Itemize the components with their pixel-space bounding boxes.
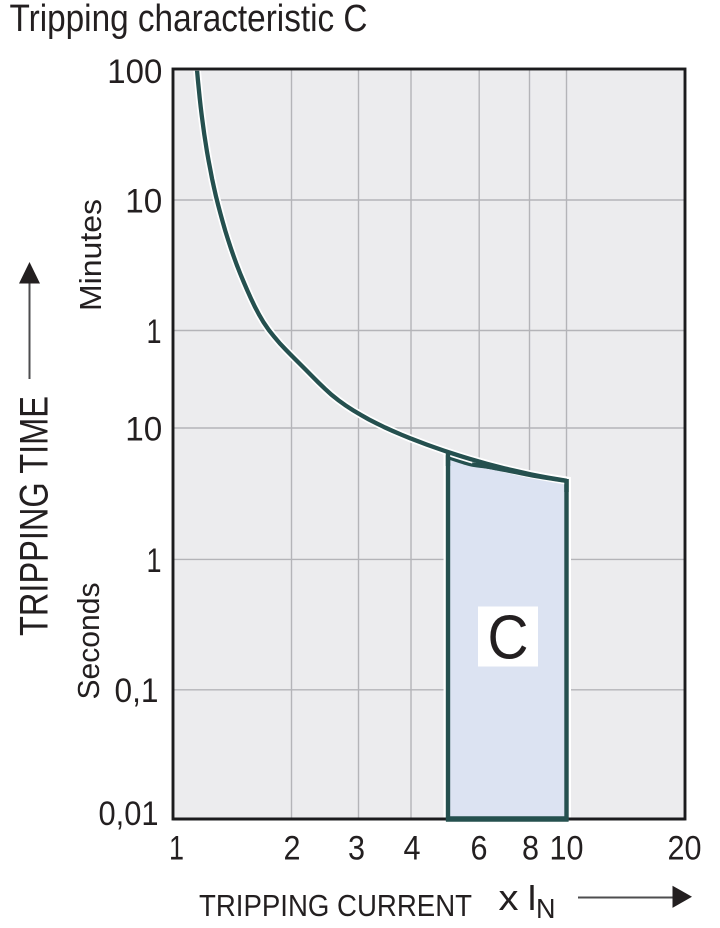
svg-text:C: C [488,604,529,673]
svg-text:4: 4 [404,829,421,867]
svg-text:1: 1 [169,829,184,867]
svg-text:I: I [527,877,537,918]
svg-text:1: 1 [147,313,162,351]
svg-text:6: 6 [471,829,488,867]
svg-text:TRIPPING CURRENT: TRIPPING CURRENT [199,888,472,923]
svg-text:TRIPPING TIME: TRIPPING TIME [13,396,57,636]
svg-text:10: 10 [125,182,162,220]
svg-text:N: N [536,893,556,924]
svg-text:Minutes: Minutes [73,199,108,311]
svg-text:20: 20 [668,829,702,867]
svg-text:Seconds: Seconds [71,583,106,700]
svg-text:x: x [499,877,519,918]
svg-text:10: 10 [125,410,162,448]
svg-text:8: 8 [522,829,539,867]
svg-text:100: 100 [107,53,162,91]
svg-text:3: 3 [348,829,365,867]
svg-text:10: 10 [550,829,584,867]
svg-text:0,01: 0,01 [99,795,159,833]
svg-text:2: 2 [284,829,301,867]
svg-text:Tripping characteristic C: Tripping characteristic C [10,0,368,39]
svg-text:0,1: 0,1 [115,672,159,710]
svg-text:1: 1 [147,542,162,580]
